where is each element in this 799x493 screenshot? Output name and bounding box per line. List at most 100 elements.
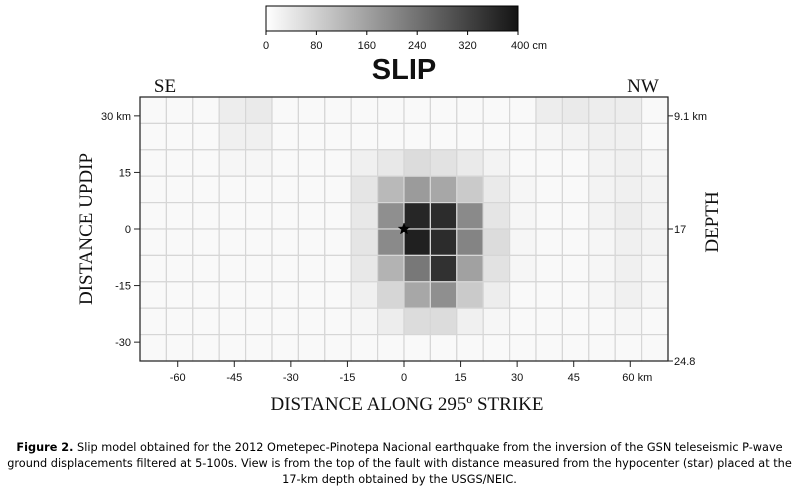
slip-cell	[245, 122, 273, 151]
slip-cell	[139, 281, 167, 309]
slip-cell	[245, 254, 273, 283]
slip-cell	[614, 175, 643, 204]
slip-cell	[588, 96, 616, 124]
slip-cell	[324, 334, 352, 362]
slip-cell	[271, 281, 299, 309]
slip-cell	[588, 228, 616, 256]
slip-cell	[377, 202, 405, 230]
colorbar-tick-label: 0	[263, 40, 269, 52]
y-tick-label: -30	[115, 337, 131, 349]
slip-cell	[297, 96, 326, 124]
slip-cell	[218, 228, 247, 256]
depth-axis-label: DEPTH	[702, 191, 723, 253]
slip-cell	[165, 175, 194, 204]
slip-cell	[192, 122, 220, 151]
colorbar-ticks: 0 80 160 240 320 400 cm	[263, 31, 547, 52]
slip-cell	[350, 96, 379, 124]
slip-cell	[165, 307, 194, 336]
slip-cell	[640, 122, 669, 151]
slip-cell	[377, 307, 405, 336]
slip-cell	[429, 175, 458, 204]
slip-cell	[165, 149, 194, 177]
slip-cell	[535, 149, 563, 177]
slip-cell	[297, 334, 326, 362]
slip-cell	[139, 202, 167, 230]
slip-cell	[614, 228, 643, 256]
slip-cell	[297, 149, 326, 177]
slip-cell	[350, 281, 379, 309]
chart-title: SLIP	[372, 54, 436, 86]
slip-cell	[482, 149, 511, 177]
depth-tick-label: 24.8	[674, 356, 695, 368]
slip-cell	[271, 254, 299, 283]
slip-cell	[456, 175, 484, 204]
y-tick-label: -15	[115, 281, 131, 293]
slip-cell	[429, 254, 458, 283]
slip-cell	[297, 175, 326, 204]
slip-cell	[350, 307, 379, 336]
slip-cell	[271, 228, 299, 256]
slip-cell	[324, 202, 352, 230]
slip-cell	[324, 149, 352, 177]
slip-cell	[403, 149, 431, 177]
slip-cell	[403, 122, 431, 151]
slip-cell	[482, 228, 511, 256]
slip-cell	[535, 281, 563, 309]
slip-cell	[456, 96, 484, 124]
slip-cell	[165, 228, 194, 256]
slip-cell	[456, 334, 484, 362]
slip-cell	[535, 334, 563, 362]
slip-cell	[271, 149, 299, 177]
slip-cell	[535, 254, 563, 283]
slip-cell	[403, 307, 431, 336]
x-tick-label: -30	[283, 372, 299, 384]
slip-cell	[165, 122, 194, 151]
slip-cell	[640, 334, 669, 362]
y-axis-ticks: 30 km 15 0 -15 -30	[101, 111, 140, 349]
y-tick-label: 0	[125, 224, 131, 236]
slip-cell	[192, 254, 220, 283]
slip-cell	[588, 175, 616, 204]
depth-tick-label: 9.1 km	[674, 111, 707, 123]
slip-cell	[561, 281, 590, 309]
slip-cell	[271, 334, 299, 362]
slip-cell	[271, 307, 299, 336]
slip-cell	[561, 175, 590, 204]
slip-cell	[456, 202, 484, 230]
slip-cell	[377, 228, 405, 256]
slip-cell	[350, 122, 379, 151]
slip-cell	[429, 149, 458, 177]
slip-cell	[245, 228, 273, 256]
slip-cell	[429, 281, 458, 309]
slip-cell	[640, 96, 669, 124]
slip-cell	[588, 334, 616, 362]
colorbar-fill	[265, 5, 519, 32]
slip-cell	[640, 202, 669, 230]
slip-cell	[640, 307, 669, 336]
y-axis-label: DISTANCE UPDIP	[76, 153, 97, 305]
slip-cell	[218, 281, 247, 309]
slip-cell	[245, 307, 273, 336]
slip-cell	[324, 254, 352, 283]
slip-cell	[139, 149, 167, 177]
slip-cell	[535, 228, 563, 256]
slip-cell	[561, 254, 590, 283]
colorbar-tick-label: 400 cm	[511, 40, 547, 52]
slip-cell	[165, 254, 194, 283]
slip-cell	[139, 254, 167, 283]
slip-cell	[350, 228, 379, 256]
slip-cell	[588, 281, 616, 309]
slip-cell	[271, 175, 299, 204]
slip-cell	[245, 149, 273, 177]
slip-cell	[245, 96, 273, 124]
slip-cell	[245, 202, 273, 230]
slip-cell	[509, 281, 537, 309]
slip-grid	[139, 96, 669, 362]
colorbar: 0 80 160 240 320 400 cm	[263, 5, 547, 52]
caption-text: Slip model obtained for the 2012 Ometepe…	[7, 441, 792, 486]
x-tick-label: -60	[170, 372, 186, 384]
slip-cell	[509, 307, 537, 336]
slip-cell	[640, 281, 669, 309]
slip-cell	[588, 122, 616, 151]
slip-cell	[324, 281, 352, 309]
